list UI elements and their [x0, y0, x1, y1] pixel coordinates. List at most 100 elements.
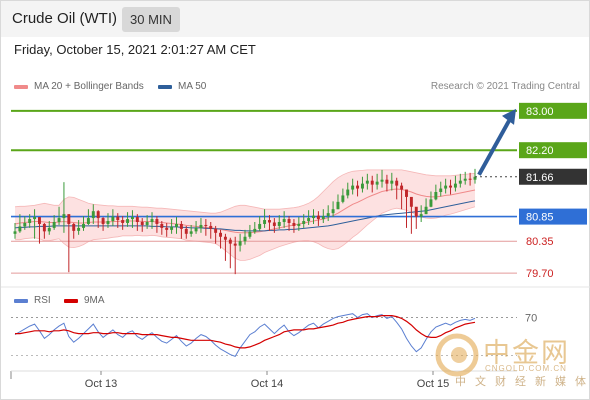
level-tag-83.00	[519, 102, 587, 119]
candle-body	[233, 243, 237, 246]
candle-body	[209, 225, 213, 229]
candle-body	[282, 219, 286, 223]
candle-body	[135, 217, 139, 223]
level-tag-82.20	[519, 142, 587, 159]
candle-body	[145, 222, 149, 225]
candle-body	[356, 185, 360, 189]
watermark-logo	[435, 333, 479, 377]
candle-body	[409, 196, 413, 207]
candle-body	[86, 218, 90, 224]
candle-body	[268, 220, 271, 223]
level-label-79.70: 79.70	[526, 268, 554, 280]
bollinger-band	[15, 169, 475, 261]
interval-button[interactable]: 30 MIN	[122, 7, 180, 32]
candle-body	[23, 222, 27, 227]
level-label-80.85: 80.85	[526, 212, 554, 224]
candle-body	[179, 223, 183, 229]
candle-body	[82, 223, 85, 228]
rsi-ma-line	[15, 315, 476, 349]
candle-body	[199, 224, 203, 228]
candle-body	[370, 180, 374, 185]
ma9-swatch	[64, 298, 78, 303]
watermark-en: CNGOLD.COM.CN	[485, 364, 567, 373]
candle-body	[395, 180, 399, 186]
candle-body	[18, 226, 22, 232]
candle-body	[453, 183, 457, 188]
ma20-swatch	[14, 84, 28, 89]
candle-body	[140, 222, 144, 225]
candle-body	[47, 227, 51, 232]
level-label-82.20: 82.20	[526, 145, 554, 157]
candle-body	[272, 222, 276, 226]
candle-body	[170, 226, 174, 230]
x-tick-label: Oct 13	[85, 378, 117, 390]
candle-body	[189, 231, 193, 234]
candle-body	[263, 220, 267, 224]
candle-body	[62, 214, 66, 219]
legend-ma20: MA 20 + Bollinger Bands	[14, 81, 144, 92]
candle-body	[400, 185, 404, 190]
candle-body	[248, 231, 252, 237]
candle-body	[155, 219, 159, 224]
candle-body	[121, 220, 125, 223]
candle-body	[336, 201, 340, 210]
ma50-label: MA 50	[178, 81, 207, 92]
x-tick-label: Oct 14	[251, 378, 283, 390]
candle-body	[253, 228, 257, 232]
candle-body	[292, 222, 296, 226]
candle-body	[77, 227, 81, 231]
candle-body	[458, 180, 462, 184]
candle-body	[238, 241, 242, 246]
candle-body	[116, 216, 120, 221]
candle-body	[214, 228, 218, 233]
candle-body	[468, 178, 472, 180]
candle-body	[126, 219, 130, 223]
candle-body	[277, 222, 281, 226]
bollinger-lower-line	[15, 206, 476, 261]
legend-rsi: RSI	[14, 295, 51, 306]
candle-body	[390, 180, 394, 184]
ma9-label: 9MA	[84, 295, 105, 306]
candle-body	[360, 183, 364, 189]
candle-body	[160, 223, 164, 228]
candle-body	[419, 214, 423, 217]
bollinger-upper-line	[14, 169, 476, 214]
candle-body	[175, 223, 178, 227]
credit: Research © 2021 Trading Central	[430, 81, 580, 92]
candle-body	[312, 215, 315, 219]
candle-body	[473, 176, 477, 180]
candle-body	[28, 219, 32, 223]
level-label-80.35: 80.35	[526, 236, 554, 248]
legend-ma50: MA 50	[158, 81, 206, 92]
candle-body	[326, 213, 330, 217]
forecast-arrow-head	[502, 108, 516, 125]
candle-body	[444, 185, 448, 189]
forecast-arrow-shaft	[477, 119, 511, 176]
watermark-cn: 中金网	[483, 338, 570, 369]
candle-body	[101, 218, 105, 224]
legend-9ma: 9MA	[64, 295, 105, 306]
timestamp: Friday, October 15, 2021 2:01:27 AM CET	[14, 42, 256, 57]
candle-body	[424, 206, 428, 215]
candle-body	[219, 232, 222, 237]
ma20-label: MA 20 + Bollinger Bands	[34, 81, 144, 92]
candle-body	[331, 209, 335, 214]
candle-body	[33, 217, 37, 220]
candle-body	[297, 223, 301, 226]
candle-body	[405, 189, 408, 197]
rsi-swatch	[14, 298, 28, 303]
current-price-label: 81.66	[526, 172, 554, 184]
level-label-83.00: 83.00	[526, 106, 554, 118]
candle-body	[316, 215, 320, 220]
candle-body	[194, 227, 198, 232]
candle-body	[439, 188, 443, 192]
candle-body	[258, 223, 262, 229]
candle-body	[351, 185, 355, 190]
candle-body	[243, 236, 247, 242]
candle-body	[385, 179, 389, 184]
ma50-swatch	[158, 84, 172, 89]
watermark-sub: 中文财经新媒体	[455, 376, 590, 388]
candle-body	[380, 179, 384, 182]
